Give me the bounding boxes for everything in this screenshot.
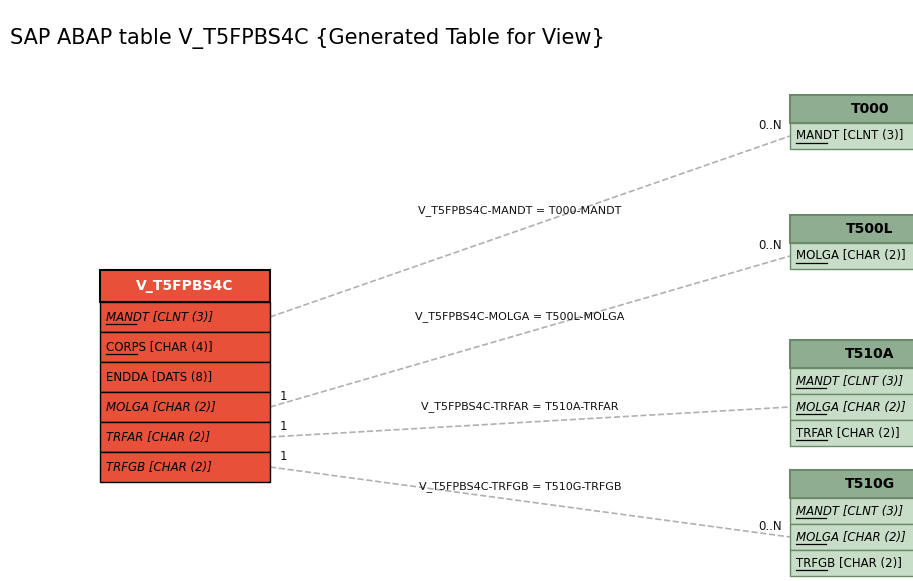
Text: V_T5FPBS4C-MOLGA = T500L-MOLGA: V_T5FPBS4C-MOLGA = T500L-MOLGA [415,311,624,321]
FancyBboxPatch shape [790,368,913,394]
FancyBboxPatch shape [790,524,913,550]
Text: TRFGB [CHAR (2)]: TRFGB [CHAR (2)] [106,461,212,474]
Text: V_T5FPBS4C-TRFGB = T510G-TRFGB: V_T5FPBS4C-TRFGB = T510G-TRFGB [419,481,621,492]
FancyBboxPatch shape [790,340,913,368]
Text: V_T5FPBS4C: V_T5FPBS4C [136,279,234,293]
Text: MANDT [CLNT (3)]: MANDT [CLNT (3)] [796,504,903,518]
Text: MOLGA [CHAR (2)]: MOLGA [CHAR (2)] [796,530,906,543]
FancyBboxPatch shape [790,420,913,446]
Text: V_T5FPBS4C-TRFAR = T510A-TRFAR: V_T5FPBS4C-TRFAR = T510A-TRFAR [421,401,619,412]
Text: T500L: T500L [846,222,894,236]
Text: 1: 1 [280,450,288,463]
FancyBboxPatch shape [100,332,270,362]
Text: TRFAR [CHAR (2)]: TRFAR [CHAR (2)] [106,431,210,443]
FancyBboxPatch shape [100,362,270,392]
Text: ENDDA [DATS (8)]: ENDDA [DATS (8)] [106,371,212,383]
FancyBboxPatch shape [100,392,270,422]
Text: 1: 1 [280,420,288,433]
Text: CORPS [CHAR (4)]: CORPS [CHAR (4)] [106,340,213,353]
FancyBboxPatch shape [100,302,270,332]
FancyBboxPatch shape [790,243,913,269]
Text: TRFGB [CHAR (2)]: TRFGB [CHAR (2)] [796,557,902,569]
FancyBboxPatch shape [790,470,913,498]
FancyBboxPatch shape [100,422,270,452]
Text: 0..N: 0..N [759,520,782,533]
FancyBboxPatch shape [790,550,913,576]
Text: T510G: T510G [845,477,895,491]
Text: MOLGA [CHAR (2)]: MOLGA [CHAR (2)] [796,249,906,263]
FancyBboxPatch shape [790,215,913,243]
Text: MOLGA [CHAR (2)]: MOLGA [CHAR (2)] [106,400,215,414]
FancyBboxPatch shape [100,452,270,482]
Text: MANDT [CLNT (3)]: MANDT [CLNT (3)] [796,375,903,388]
FancyBboxPatch shape [790,394,913,420]
Text: SAP ABAP table V_T5FPBS4C {Generated Table for View}: SAP ABAP table V_T5FPBS4C {Generated Tab… [10,28,604,49]
FancyBboxPatch shape [790,123,913,149]
Text: V_T5FPBS4C-MANDT = T000-MANDT: V_T5FPBS4C-MANDT = T000-MANDT [418,206,622,217]
Text: T000: T000 [851,102,889,116]
Text: MANDT [CLNT (3)]: MANDT [CLNT (3)] [796,130,903,142]
Text: 0..N: 0..N [759,239,782,252]
Text: 1: 1 [280,390,288,403]
FancyBboxPatch shape [790,95,913,123]
Text: MANDT [CLNT (3)]: MANDT [CLNT (3)] [106,310,213,324]
FancyBboxPatch shape [100,270,270,302]
Text: MOLGA [CHAR (2)]: MOLGA [CHAR (2)] [796,400,906,414]
FancyBboxPatch shape [790,498,913,524]
Text: TRFAR [CHAR (2)]: TRFAR [CHAR (2)] [796,426,899,439]
Text: T510A: T510A [845,347,895,361]
Text: 0..N: 0..N [759,119,782,132]
